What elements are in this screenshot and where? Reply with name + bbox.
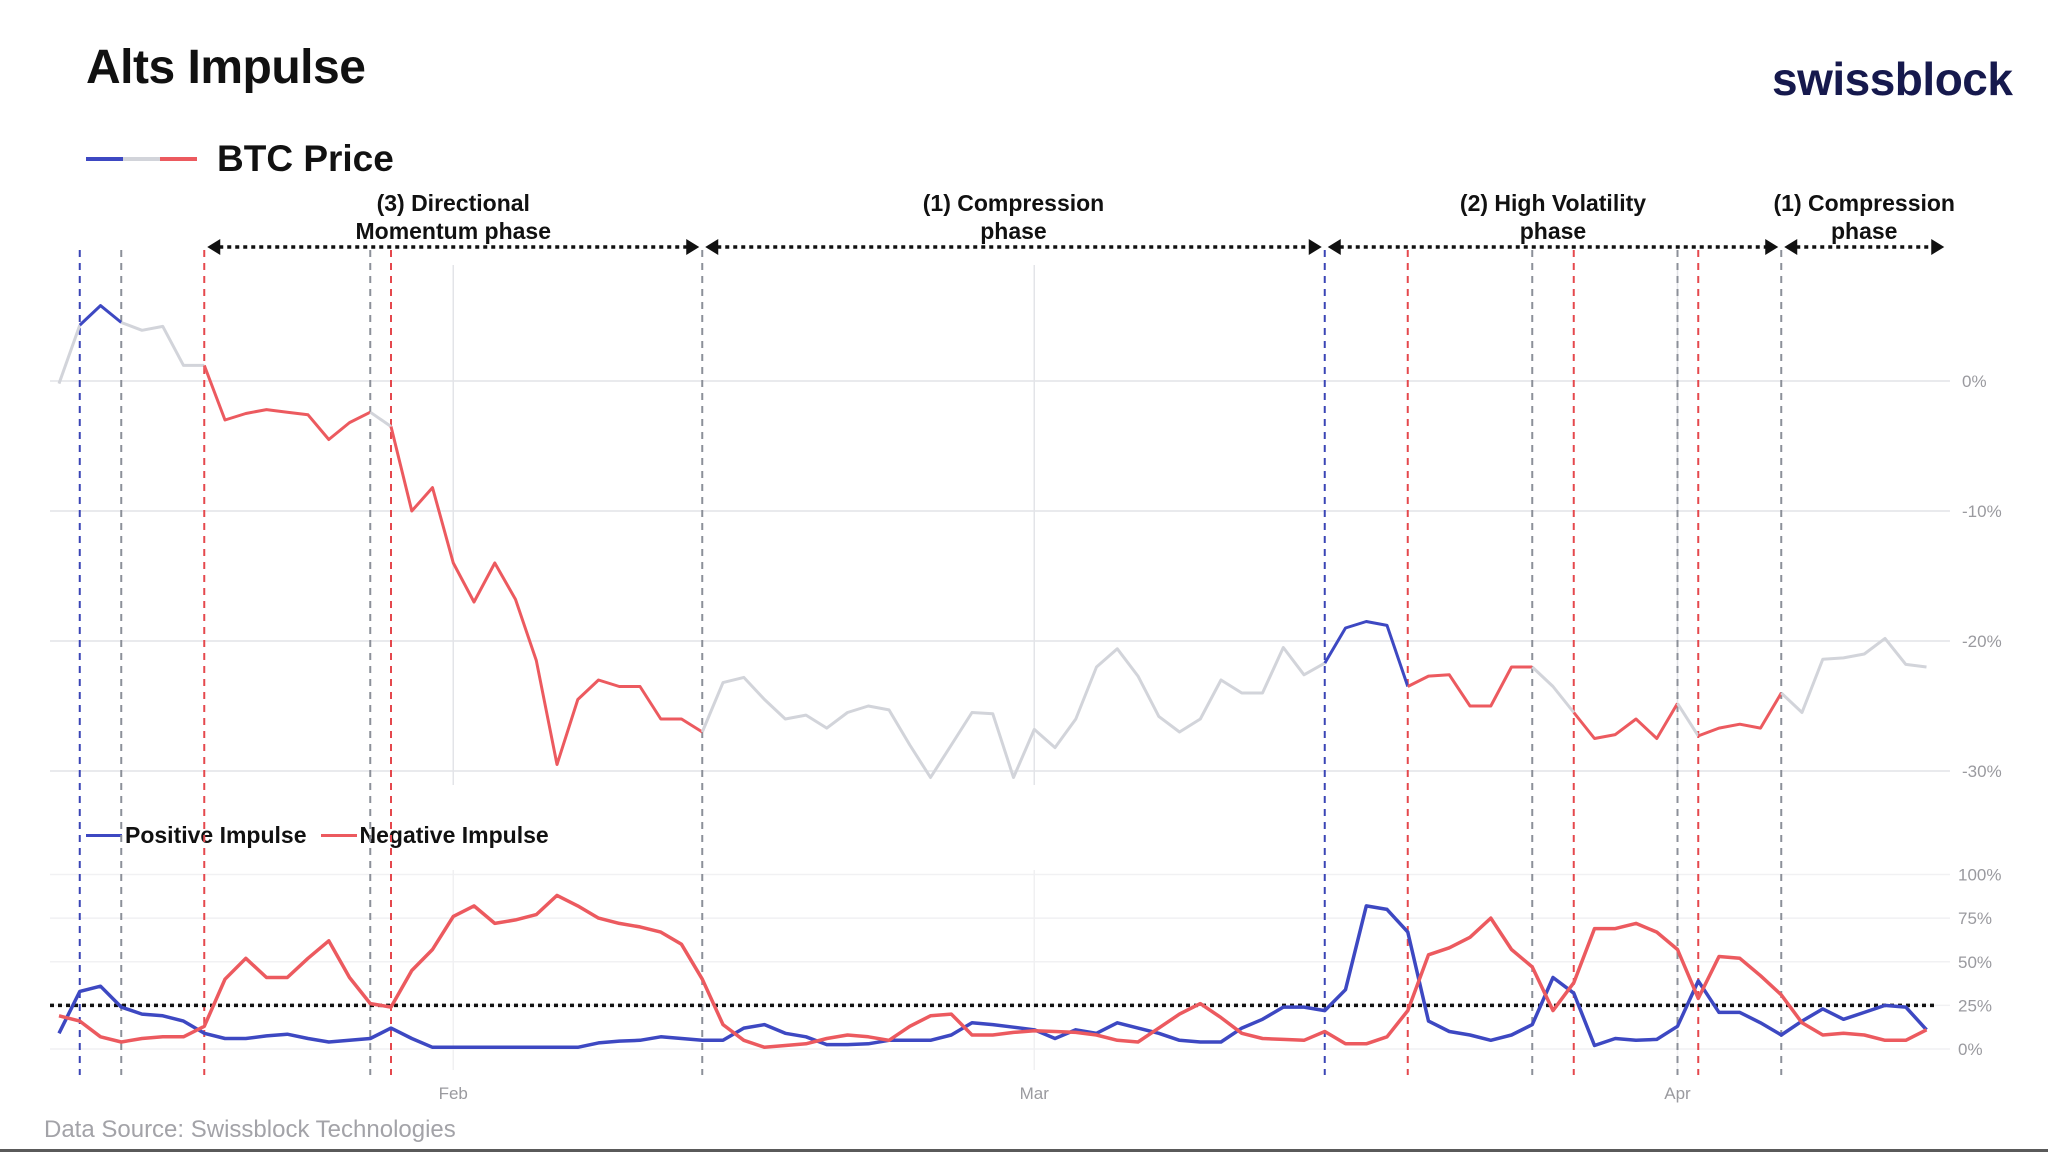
legend-label-btc-price: BTC Price [217, 138, 394, 179]
btc-price-line-negative [1572, 702, 1679, 740]
btc-price-line-neutral [57, 324, 82, 385]
arrow-left-icon [705, 239, 719, 255]
price-y-tick-label: 0% [1962, 372, 1987, 391]
btc-price-line-positive [78, 304, 123, 327]
phase-label-line1: (2) High Volatility [1460, 190, 1646, 216]
btc-price-line-neutral [369, 410, 392, 428]
legend-swatch-positive-impulse [86, 834, 122, 837]
price-y-tick-label: -10% [1962, 502, 2002, 521]
btc-price-line-neutral [120, 321, 205, 367]
legend-swatch-neutral [123, 157, 160, 161]
legend-swatch-positive [86, 157, 123, 161]
impulse-y-tick-label: 25% [1958, 996, 1992, 1015]
arrow-right-icon [1308, 239, 1322, 255]
positive-impulse-line [57, 904, 1928, 1050]
phase-label-line2: phase [980, 218, 1046, 244]
bottom-border [0, 1149, 2048, 1152]
legend-swatch-negative-impulse [320, 834, 357, 837]
phase-label-line2: phase [1520, 218, 1586, 244]
btc-price-line-negative [389, 426, 704, 766]
impulse-y-tick-label: 50% [1958, 953, 1992, 972]
arrow-right-icon [686, 239, 700, 255]
legend-swatch-negative [160, 157, 197, 161]
arrow-right-icon [1931, 239, 1945, 255]
phase-label-line1: (1) Compression [923, 190, 1104, 216]
arrow-left-icon [1784, 239, 1798, 255]
x-tick-label: Feb [439, 1084, 468, 1103]
swissblock-logo: swissblock [1772, 53, 2013, 105]
legend-label-positive-impulse: Positive Impulse [125, 822, 307, 848]
data-source-note: Data Source: Swissblock Technologies [44, 1116, 456, 1143]
price-y-tick-label: -30% [1962, 762, 2002, 781]
arrow-left-icon [1327, 239, 1341, 255]
phase-label-line1: (1) Compression [1774, 190, 1955, 216]
btc-price-line-negative [1697, 692, 1783, 738]
btc-price-line-neutral [1780, 636, 1927, 714]
impulse-y-tick-label: 0% [1958, 1040, 1983, 1059]
btc-price-line-negative [1407, 665, 1533, 708]
btc-price-line-negative [202, 364, 371, 441]
btc-price-line-neutral [1531, 665, 1575, 714]
price-y-tick-label: -20% [1962, 632, 2002, 651]
price-legend: BTC Price [86, 138, 394, 180]
x-tick-label: Mar [1020, 1084, 1050, 1103]
btc-price-line-neutral [700, 646, 1326, 779]
btc-price-line-positive [1323, 620, 1410, 687]
btc-price-line-neutral [1676, 702, 1700, 737]
arrow-right-icon [1765, 239, 1779, 255]
phase-label-line2: phase [1831, 218, 1897, 244]
phase-label-line1: (3) Directional [377, 190, 530, 216]
chart-title: Alts Impulse [86, 41, 366, 94]
negative-impulse-line [58, 893, 1928, 1050]
impulse-y-tick-label: 75% [1958, 909, 1992, 928]
phase-label-line2: Momentum phase [355, 218, 551, 244]
x-tick-label: Apr [1664, 1084, 1691, 1103]
impulse-y-tick-label: 100% [1958, 866, 2001, 885]
arrow-left-icon [207, 239, 221, 255]
